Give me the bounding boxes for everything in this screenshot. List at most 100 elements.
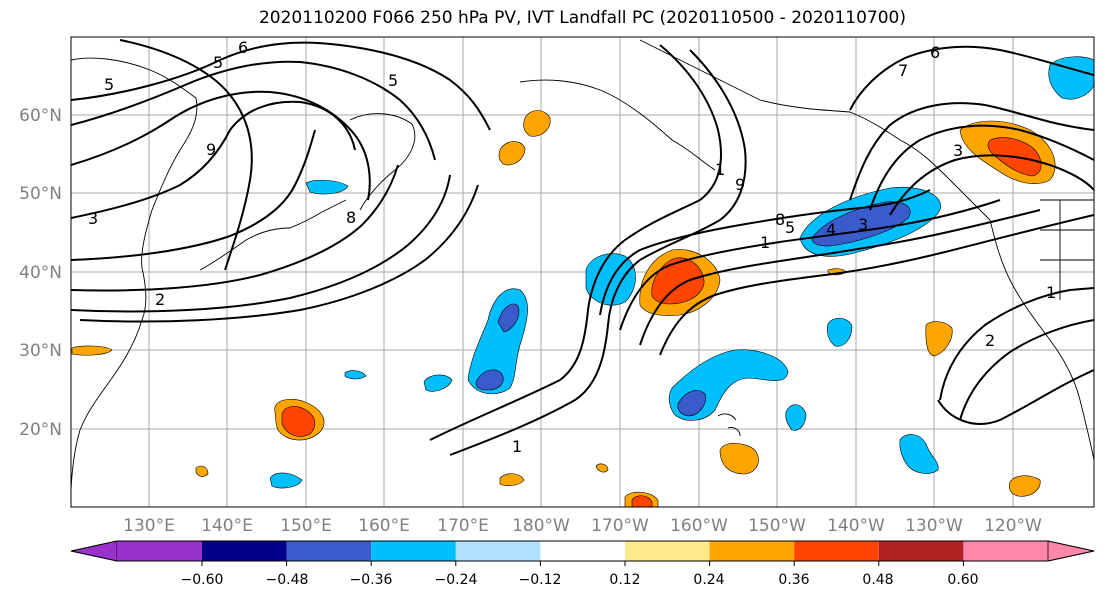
map-title: 2020110200 F066 250 hPa PV, IVT Landfall… [258, 8, 906, 28]
pv-contour-label: 9 [735, 175, 745, 194]
positive-anomaly-region [523, 110, 551, 137]
colorbar-tick-label: −0.12 [519, 572, 562, 588]
pv-contour-label: 1 [512, 437, 522, 456]
positive-anomaly-core [631, 495, 653, 507]
lat-label: 30°N [19, 341, 62, 361]
latitude-labels: 60°N 50°N 40°N 30°N 20°N [19, 106, 62, 440]
colorbar-segment [709, 541, 795, 561]
negative-anomaly-region [826, 317, 853, 347]
colorbar: −0.60 −0.48 −0.36 −0.24 −0.12 0.12 0.24 … [70, 540, 1095, 588]
lon-label: 120°W [984, 516, 1042, 536]
pv-contour-labels: 6 5 5 5 9 8 3 1 2 1 9 8 1 5 4 3 7 6 3 1 [88, 38, 1056, 456]
pv-contour-label: 3 [858, 215, 868, 234]
colorbar-ticks [201, 561, 964, 566]
negative-anomaly-core [497, 303, 520, 333]
colorbar-tick-label: 0.48 [862, 572, 893, 588]
pv-contour-label: 6 [238, 38, 248, 57]
lat-label: 60°N [19, 106, 62, 126]
colorbar-tick-label: 0.24 [693, 572, 724, 588]
north-america-coastline [989, 219, 1094, 461]
negative-anomaly-region [1048, 56, 1094, 100]
lon-label: 150°W [748, 516, 806, 536]
colorbar-extension-low [70, 540, 118, 562]
positive-anomaly-region [719, 442, 759, 475]
lat-label: 40°N [19, 263, 62, 283]
pv-contour-label: 9 [206, 140, 216, 159]
positive-anomaly-region [1008, 475, 1041, 497]
positive-anomaly-region [71, 345, 113, 356]
positive-anomaly-region [499, 473, 525, 486]
colorbar-segment [878, 541, 964, 561]
pv-contour-label: 5 [213, 53, 223, 72]
negative-anomaly-region [899, 434, 939, 474]
hawaii-islands [717, 413, 741, 437]
colorbar-segments [70, 540, 1095, 562]
pv-contour-label: 4 [826, 220, 836, 239]
kamchatka-coastline [349, 113, 416, 211]
colorbar-tick-label: −0.48 [266, 572, 309, 588]
colorbar-segment [963, 541, 1048, 561]
pv-contour-label: 1 [760, 233, 770, 252]
lon-label: 160°W [670, 516, 728, 536]
pv-contour-label: 5 [104, 75, 114, 94]
negative-anomaly-region [785, 404, 807, 431]
lon-label: 150°E [280, 516, 332, 536]
colorbar-segment [117, 541, 202, 561]
negative-anomaly-core [677, 390, 706, 417]
pv-contour-label: 3 [88, 209, 98, 228]
colorbar-tick-label: −0.24 [435, 572, 478, 588]
lon-label: 170°W [591, 516, 649, 536]
pv-contour-label: 8 [775, 210, 785, 229]
pv-contour-label: 5 [388, 71, 398, 90]
pv-contour-label: 2 [155, 290, 165, 309]
colorbar-segment [794, 541, 879, 561]
colorbar-segment [286, 541, 372, 561]
colorbar-segment [625, 541, 710, 561]
colorbar-segment [202, 541, 287, 561]
asia-coastline [71, 57, 198, 491]
positive-anomaly-region [595, 463, 609, 473]
positive-anomaly-region [925, 321, 953, 357]
positive-anomaly-core [651, 257, 705, 305]
colorbar-tick-label: 0.12 [609, 572, 640, 588]
pv-contour-label: 3 [953, 141, 963, 160]
negative-anomaly-region [423, 374, 453, 392]
pv-contour-label: 8 [346, 208, 356, 227]
colorbar-segment [371, 541, 456, 561]
pv-contour-label: 1 [1046, 283, 1056, 302]
negative-anomaly-core [475, 369, 504, 391]
positive-anomaly-region [498, 141, 526, 166]
negative-anomaly-region [269, 472, 303, 489]
pv-contour-label: 6 [930, 43, 940, 62]
negative-anomaly-region [344, 370, 367, 380]
longitude-labels: 130°E 140°E 150°E 160°E 170°E 180°W 170°… [123, 516, 1042, 536]
lon-label: 140°W [827, 516, 885, 536]
colorbar-tick-label: −0.60 [181, 572, 224, 588]
colorbar-outline [70, 540, 1095, 562]
lon-label: 130°W [905, 516, 963, 536]
lon-label: 140°E [201, 516, 253, 536]
lat-label: 50°N [19, 184, 62, 204]
japan-islands [199, 227, 291, 271]
us-states [1040, 200, 1094, 300]
lon-label: 160°E [358, 516, 410, 536]
pv-contour-label: 5 [785, 218, 795, 237]
pv-contour-label: 1 [715, 160, 725, 179]
colorbar-segment [540, 541, 625, 561]
pv-contours [71, 39, 1094, 456]
colorbar-tick-label: 0.36 [778, 572, 809, 588]
colorbar-tick-label: 0.60 [947, 572, 978, 588]
ivt-negative-shading [269, 56, 1094, 489]
aleutian-islands [519, 79, 716, 171]
colorbar-tick-labels: −0.60 −0.48 −0.36 −0.24 −0.12 0.12 0.24 … [181, 572, 979, 588]
colorbar-tick-label: −0.36 [350, 572, 393, 588]
positive-anomaly-region [195, 465, 209, 477]
negative-anomaly-region [305, 179, 349, 195]
colorbar-segment [455, 541, 541, 561]
coastlines [71, 39, 1094, 491]
kuril-islands [289, 199, 347, 229]
lat-label: 20°N [19, 420, 62, 440]
lon-label: 130°E [123, 516, 175, 536]
map-plot-area: 6 5 5 5 9 8 3 1 2 1 9 8 1 5 4 3 7 6 3 1 [70, 36, 1095, 508]
